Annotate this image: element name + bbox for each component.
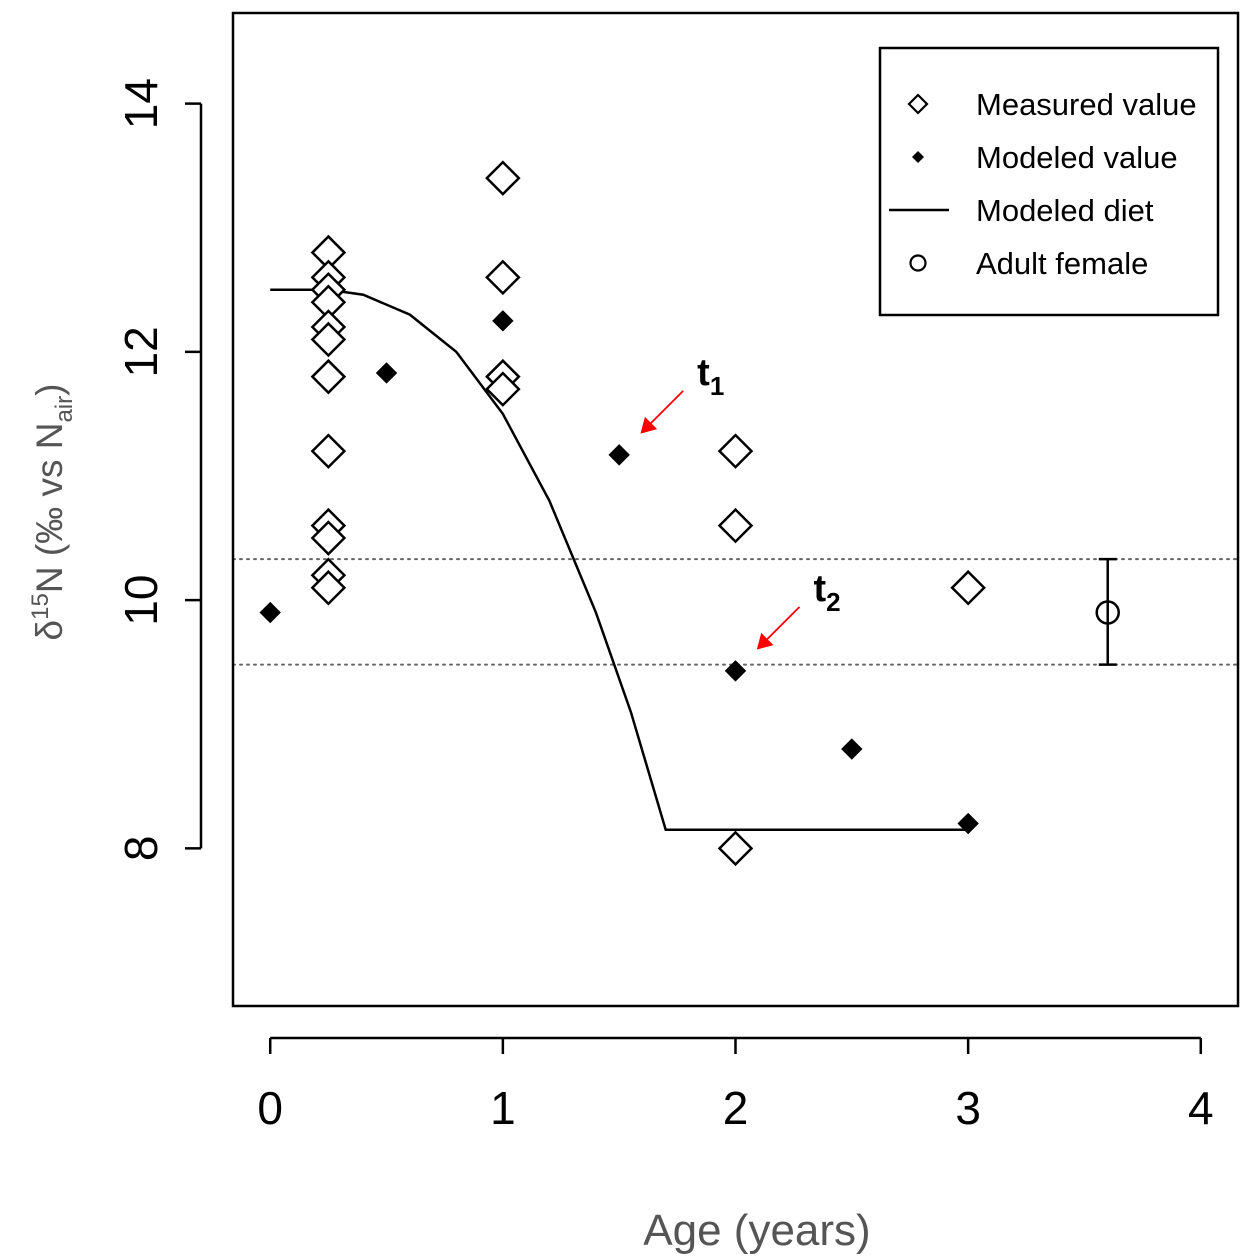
modeled-point-2 bbox=[375, 362, 398, 384]
y-tick-label-10: 10 bbox=[115, 575, 167, 626]
measured-point-20 bbox=[950, 569, 986, 606]
measured-point-7 bbox=[310, 358, 347, 395]
legend-filled-diamond-icon bbox=[912, 151, 924, 163]
annotation-arrow-2 bbox=[764, 606, 801, 642]
y-tick-label-8: 8 bbox=[115, 836, 167, 862]
x-axis-label: Age (years) bbox=[643, 1206, 870, 1255]
measured-point-10 bbox=[310, 520, 347, 556]
legend-label-1: Measured value bbox=[976, 87, 1197, 122]
x-tick-label-1: 1 bbox=[490, 1082, 516, 1134]
error-bars bbox=[1098, 557, 1117, 666]
annotation-arrow-1 bbox=[648, 390, 684, 426]
modeled-point-7 bbox=[957, 812, 979, 835]
reference-lines bbox=[232, 558, 1239, 666]
diet-line-group bbox=[270, 288, 969, 831]
measured-point-12 bbox=[310, 569, 347, 606]
annotations: t1 t2 bbox=[640, 352, 841, 650]
modeled-point-1 bbox=[259, 601, 281, 624]
y-axis-label: δ15N (‰ vs Nair) bbox=[27, 384, 78, 641]
legend-label-2: Modeled value bbox=[976, 140, 1178, 175]
annotation-label-1: t1 bbox=[697, 352, 724, 401]
measured-point-19 bbox=[717, 830, 754, 867]
plot-frame bbox=[231, 11, 1240, 1008]
measured-point-13 bbox=[485, 160, 521, 196]
legend: Measured value Modeled value Modeled diet A… bbox=[878, 46, 1220, 317]
x-tick-label-0: 0 bbox=[257, 1082, 283, 1134]
legend-open-circle-icon bbox=[909, 254, 927, 272]
modeled-point-6 bbox=[841, 738, 863, 760]
modeled-point-3 bbox=[492, 310, 514, 332]
x-axis: 0 1 2 3 4 bbox=[257, 1036, 1214, 1134]
measured-point-6 bbox=[310, 321, 347, 358]
modeled-diet-line bbox=[270, 288, 969, 831]
legend-box bbox=[878, 46, 1220, 317]
y-axis: 8 10 12 14 bbox=[115, 78, 203, 862]
measured-point-14 bbox=[485, 259, 521, 296]
measured-point-17 bbox=[717, 433, 754, 469]
annotation-label-2: t2 bbox=[814, 568, 841, 617]
y-tick-label-12: 12 bbox=[115, 326, 167, 377]
annotation-arrowhead-2 bbox=[756, 632, 774, 650]
legend-label-3: Modeled diet bbox=[976, 193, 1154, 228]
x-tick-label-2: 2 bbox=[723, 1082, 749, 1134]
measured-point-16 bbox=[485, 371, 521, 407]
legend-open-diamond-icon bbox=[907, 93, 929, 115]
legend-label-4: Adult female bbox=[976, 246, 1148, 281]
data-points bbox=[259, 160, 1120, 867]
x-tick-label-4: 4 bbox=[1188, 1082, 1214, 1134]
modeled-point-4 bbox=[608, 444, 630, 466]
y-tick-label-14: 14 bbox=[115, 78, 167, 129]
modeled-point-5 bbox=[724, 660, 747, 682]
measured-point-8 bbox=[310, 433, 347, 469]
annotation-arrowhead-1 bbox=[640, 416, 658, 434]
x-tick-label-3: 3 bbox=[955, 1082, 981, 1134]
measured-point-18 bbox=[717, 507, 754, 544]
